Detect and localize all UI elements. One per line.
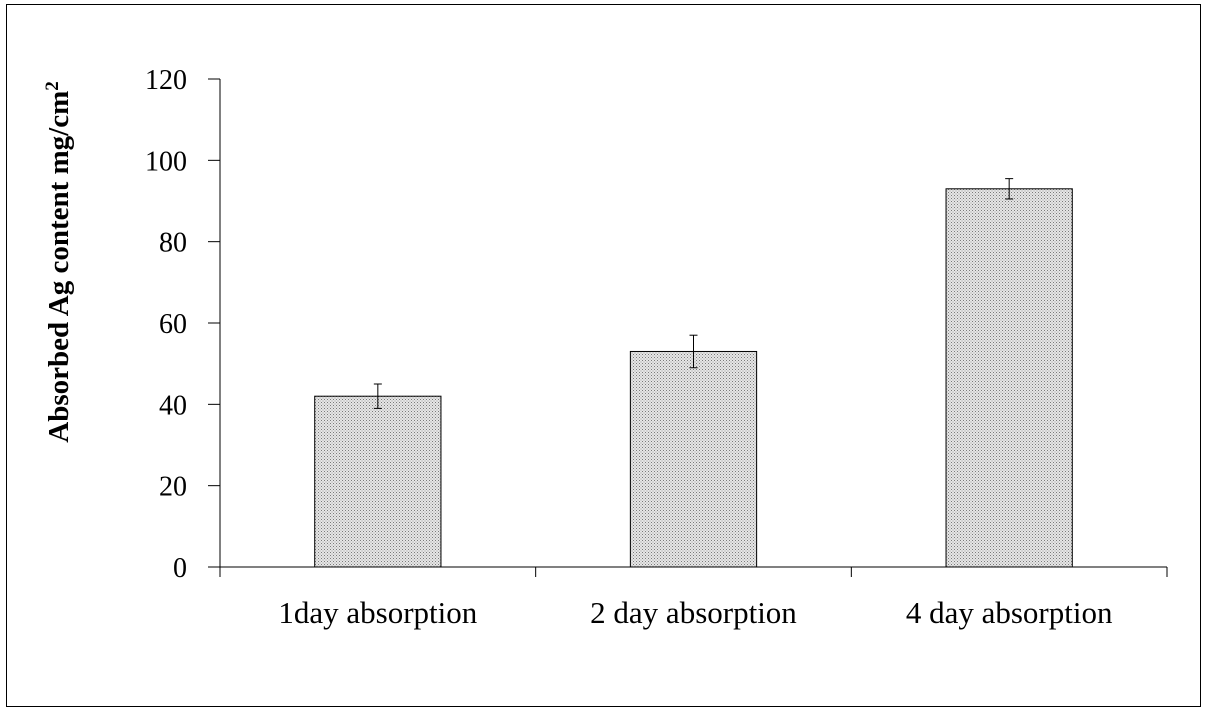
bar-3 <box>945 188 1073 568</box>
y-tick-label: 0 <box>173 553 187 584</box>
bar-1 <box>314 395 442 568</box>
bars <box>314 178 1073 568</box>
y-axis: 0 20 40 60 80 100 120 <box>145 65 221 584</box>
y-tick-label: 120 <box>145 65 187 96</box>
y-tick-label: 40 <box>159 390 187 421</box>
category-label-1: 1day absorption <box>278 595 477 630</box>
y-axis-label: Absorbed Ag content mg/cm2 <box>42 81 76 443</box>
category-label-3: 4 day absorption <box>906 595 1113 630</box>
y-tick-label: 20 <box>159 472 187 503</box>
y-tick-label: 80 <box>159 228 187 259</box>
x-axis <box>219 566 1168 577</box>
category-labels: 1day absorption 2 day absorption 4 day abs… <box>278 595 1113 630</box>
bar-2 <box>629 350 758 568</box>
category-label-2: 2 day absorption <box>590 595 797 630</box>
y-tick-label: 60 <box>159 309 187 340</box>
y-tick-label: 100 <box>145 146 187 177</box>
